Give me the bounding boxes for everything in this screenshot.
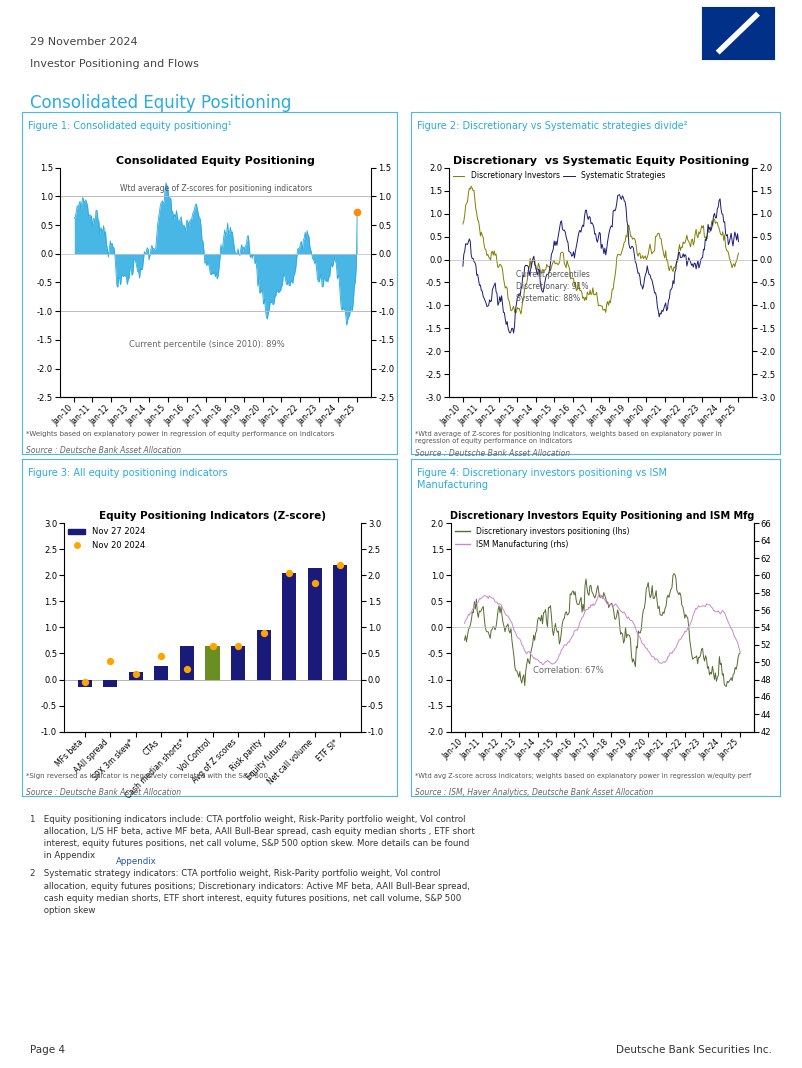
Text: Page 4: Page 4 — [30, 1045, 66, 1054]
Systematic Strategies — [710, 207, 719, 220]
Legend: Discretionary investors positioning (lhs), ISM Manufacturing (rhs): Discretionary investors positioning (lhs… — [455, 528, 630, 549]
Text: *Weights based on explanatory power in regression of equity performance on indic: *Weights based on explanatory power in r… — [26, 431, 334, 438]
Text: Deutsche Bank Securities Inc.: Deutsche Bank Securities Inc. — [616, 1045, 772, 1054]
Text: Figure 4: Discretionary investors positioning vs ISM
Manufacturing: Figure 4: Discretionary investors positi… — [417, 468, 667, 490]
Systematic Strategies — [458, 260, 468, 272]
Bar — [334, 565, 347, 679]
Text: Source : Deutsche Bank Asset Allocation: Source : Deutsche Bank Asset Allocation — [415, 449, 569, 457]
Point — [206, 638, 219, 655]
Systematic Strategies — [624, 237, 634, 250]
Discretionary Investors — [734, 247, 743, 260]
Discretionary Investors — [692, 230, 702, 242]
Point — [257, 624, 270, 641]
Discretionary Investors — [459, 215, 468, 227]
Title: Discretionary Investors Equity Positioning and ISM Mfg: Discretionary Investors Equity Positioni… — [450, 512, 755, 521]
Text: Figure 1: Consolidated equity positioning¹: Figure 1: Consolidated equity positionin… — [28, 121, 232, 130]
Text: Correlation: 67%: Correlation: 67% — [533, 666, 603, 675]
Systematic Strategies — [629, 242, 638, 255]
Discretionary Investors — [516, 308, 526, 320]
Point — [283, 564, 296, 581]
Discretionary Investors — [624, 219, 634, 232]
Legend: Nov 27 2024, Nov 20 2024: Nov 27 2024, Nov 20 2024 — [68, 528, 145, 550]
Discretionary Investors — [623, 220, 633, 233]
Discretionary Investors — [629, 232, 638, 245]
Bar — [308, 567, 322, 679]
Text: *Wtd avg Z-score across indicators; weights based on explanatory power in regres: *Wtd avg Z-score across indicators; weig… — [415, 773, 751, 780]
Text: Consolidated Equity Positioning: Consolidated Equity Positioning — [30, 94, 292, 112]
Text: Investor Positioning and Flows: Investor Positioning and Flows — [30, 59, 200, 68]
Bar — [154, 666, 168, 679]
Text: Source : Deutsche Bank Asset Allocation: Source : Deutsche Bank Asset Allocation — [26, 446, 180, 455]
Systematic Strategies — [459, 248, 468, 261]
Title: Consolidated Equity Positioning: Consolidated Equity Positioning — [116, 156, 315, 166]
Point — [334, 556, 346, 574]
Point — [232, 638, 245, 655]
Text: Appendix: Appendix — [116, 857, 157, 865]
Bar — [103, 679, 117, 688]
Legend: Discretionary Investors, Systematic Strategies: Discretionary Investors, Systematic Stra… — [453, 172, 666, 180]
Point — [103, 653, 116, 670]
Text: Current percentile (since 2010): 89%: Current percentile (since 2010): 89% — [128, 340, 285, 349]
Bar — [205, 646, 220, 679]
Text: Figure 2: Discretionary vs Systematic strategies divide²: Figure 2: Discretionary vs Systematic st… — [417, 121, 687, 130]
Discretionary Investors — [458, 218, 468, 231]
Point — [309, 575, 322, 592]
Line: Systematic Strategies: Systematic Strategies — [463, 194, 739, 333]
Text: 2   Systematic strategy indicators: CTA portfolio weight, Risk-Parity portfolio : 2 Systematic strategy indicators: CTA po… — [30, 869, 470, 915]
Point — [79, 674, 91, 691]
Text: *Wtd average of Z-scores for positioning indicators, weights based on explanator: *Wtd average of Z-scores for positioning… — [415, 431, 722, 444]
Point — [180, 660, 193, 677]
Systematic Strategies — [623, 220, 633, 233]
Text: Current percentiles
Discretionary: 91%
Systematic: 88%: Current percentiles Discretionary: 91% S… — [516, 270, 589, 303]
Discretionary Investors — [710, 213, 719, 225]
Systematic Strategies — [734, 235, 743, 248]
Bar — [78, 679, 91, 688]
Bar — [129, 672, 143, 679]
Bar — [257, 630, 271, 679]
Line: Discretionary Investors: Discretionary Investors — [463, 186, 739, 314]
Text: Wtd average of Z-scores for positioning indicators: Wtd average of Z-scores for positioning … — [119, 184, 312, 192]
Bar — [231, 646, 245, 679]
Text: *Sign reversed as indicator is negatively correlated with the S&P 500: *Sign reversed as indicator is negativel… — [26, 773, 268, 780]
Text: 1   Equity positioning indicators include: CTA portfolio weight, Risk-Parity por: 1 Equity positioning indicators include:… — [30, 815, 476, 861]
Systematic Strategies — [505, 327, 515, 340]
Title: Discretionary  vs Systematic Equity Positioning: Discretionary vs Systematic Equity Posit… — [452, 156, 749, 166]
Bar — [180, 646, 194, 679]
Point — [129, 665, 142, 682]
Point — [155, 647, 168, 664]
Discretionary Investors — [467, 179, 476, 192]
Systematic Strategies — [615, 188, 625, 201]
Text: Source : ISM, Haver Analytics, Deutsche Bank Asset Allocation: Source : ISM, Haver Analytics, Deutsche … — [415, 788, 653, 797]
Bar — [282, 572, 296, 679]
Text: Figure 3: All equity positioning indicators: Figure 3: All equity positioning indicat… — [28, 468, 228, 477]
Systematic Strategies — [692, 258, 702, 271]
Text: 29 November 2024: 29 November 2024 — [30, 37, 138, 47]
Title: Equity Positioning Indicators (Z-score): Equity Positioning Indicators (Z-score) — [99, 512, 326, 521]
Text: Source : Deutsche Bank Asset Allocation: Source : Deutsche Bank Asset Allocation — [26, 788, 180, 797]
